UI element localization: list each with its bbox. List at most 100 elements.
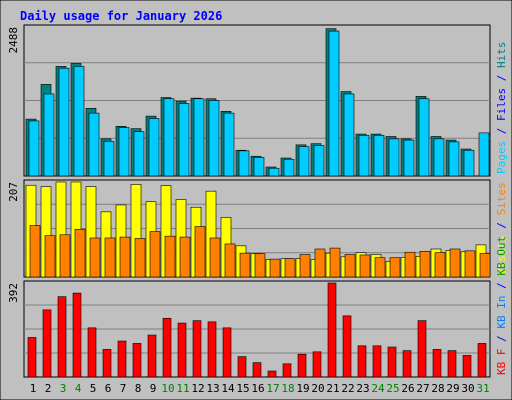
bar-pages-day-8 <box>133 131 145 177</box>
bar-sites-day-24 <box>374 257 386 278</box>
bar-kb-f-day-19 <box>297 353 307 378</box>
legend-separator: / <box>495 215 508 235</box>
bar-kb-f-day-18 <box>282 363 292 378</box>
bar-pages-day-2 <box>43 93 55 177</box>
bar-sites-day-25 <box>389 257 401 278</box>
bar-kb-f-day-22 <box>342 315 352 378</box>
bar-kb-f-day-24 <box>372 345 382 378</box>
bar-kb-f-day-11 <box>177 322 187 378</box>
bar-sites-day-21 <box>329 247 341 278</box>
day-label-3: 3 <box>60 382 67 395</box>
bar-sites-day-9 <box>149 231 161 278</box>
bar-sites-day-28 <box>434 252 446 278</box>
bar-kb-f-day-13 <box>207 321 217 378</box>
bar-sites-day-6 <box>104 237 116 278</box>
bar-sites-day-31 <box>479 253 491 278</box>
day-label-20: 20 <box>311 382 324 395</box>
bar-pages-day-13 <box>208 100 220 177</box>
bar-kb-f-day-20 <box>312 351 322 378</box>
bar-pages-day-12 <box>193 98 205 177</box>
bar-kb-f-day-4 <box>72 292 82 378</box>
day-label-15: 15 <box>236 382 249 395</box>
day-label-11: 11 <box>176 382 189 395</box>
bar-sites-day-10 <box>164 235 176 278</box>
day-label-19: 19 <box>296 382 309 395</box>
bar-sites-day-20 <box>314 248 326 278</box>
bar-sites-day-11 <box>179 236 191 278</box>
ymax-label-kbytes: 392 <box>7 283 20 303</box>
bar-sites-day-15 <box>239 252 251 278</box>
day-label-12: 12 <box>191 382 204 395</box>
day-label-22: 22 <box>341 382 354 395</box>
bar-kb-f-day-1 <box>27 337 37 378</box>
day-label-27: 27 <box>416 382 429 395</box>
bar-kb-f-day-9 <box>147 334 157 378</box>
bar-kb-f-day-21 <box>327 282 337 378</box>
legend-entry-kb-f: KB F <box>495 349 508 376</box>
day-label-23: 23 <box>356 382 369 395</box>
bar-pages-day-29 <box>448 141 460 177</box>
bar-pages-day-26 <box>403 139 415 177</box>
chart-panels: 2488 Pages / Files / Hits 207 Visits / Site… <box>7 24 508 378</box>
bar-kb-f-day-17 <box>267 370 277 378</box>
bar-kb-f-day-12 <box>192 320 202 378</box>
bar-sites-day-16 <box>254 253 266 278</box>
bar-pages-day-17 <box>268 167 280 177</box>
legend-separator: / <box>495 68 508 88</box>
bar-kb-f-day-7 <box>117 340 127 378</box>
day-label-8: 8 <box>135 382 142 395</box>
bar-sites-day-4 <box>74 228 86 278</box>
bar-sites-day-30 <box>464 250 476 278</box>
legend-hits: Pages / Files / Hits <box>495 42 508 175</box>
bar-pages-day-25 <box>388 138 400 177</box>
ymax-label-visits: 207 <box>7 182 20 202</box>
bar-sites-day-7 <box>119 236 131 278</box>
legend-separator: / <box>495 329 508 349</box>
bar-pages-day-23 <box>358 134 370 177</box>
bar-sites-day-1 <box>29 225 41 278</box>
legend-entry-hits: Hits <box>495 42 508 69</box>
bar-sites-day-18 <box>284 258 296 278</box>
day-label-18: 18 <box>281 382 294 395</box>
bar-kb-f-day-14 <box>222 327 232 378</box>
bar-pages-day-14 <box>223 112 235 177</box>
bar-pages-day-22 <box>343 93 355 177</box>
bar-kb-f-day-10 <box>162 317 172 378</box>
bar-kb-f-day-26 <box>402 350 412 378</box>
bar-kb-f-day-2 <box>42 309 52 378</box>
bar-kb-f-day-6 <box>102 349 112 378</box>
day-label-21: 21 <box>326 382 339 395</box>
bar-kb-f-day-16 <box>252 362 262 378</box>
bar-pages-day-11 <box>178 103 190 177</box>
bar-pages-day-6 <box>103 140 115 177</box>
bar-pages-day-18 <box>283 158 295 177</box>
day-label-17: 17 <box>266 382 279 395</box>
bar-kb-f-day-29 <box>447 350 457 378</box>
bar-pages-day-1 <box>28 120 40 177</box>
bar-kb-f-day-27 <box>417 320 427 378</box>
day-label-25: 25 <box>386 382 399 395</box>
legend-entry-sites: Sites <box>495 182 508 215</box>
legend-visits: Visits / Sites <box>495 182 508 275</box>
legend-entry-kb-out: KB Out <box>495 236 508 276</box>
bar-sites-day-13 <box>209 237 221 278</box>
day-label-28: 28 <box>431 382 444 395</box>
bar-pages-day-3 <box>58 67 70 177</box>
bar-pages-day-21 <box>328 30 340 177</box>
day-labels: 1 2 3 4 5 6 7 8 9 10 11 12 13 14 15 16 17 18 19 20 21 22 23 24 2… <box>30 382 490 395</box>
day-label-9: 9 <box>150 382 157 395</box>
bar-kb-f-day-28 <box>432 349 442 378</box>
legend-entry-visits: Visits <box>495 235 508 275</box>
day-label-14: 14 <box>221 382 235 395</box>
day-label-7: 7 <box>120 382 127 395</box>
bar-sites-day-12 <box>194 226 206 278</box>
legend-entry-pages: Pages <box>495 141 508 174</box>
bar-sites-day-23 <box>359 254 371 278</box>
day-label-4: 4 <box>75 382 82 395</box>
day-label-30: 30 <box>461 382 474 395</box>
day-label-13: 13 <box>206 382 219 395</box>
ymax-label-hits: 2488 <box>7 27 20 54</box>
legend-separator: / <box>495 276 508 296</box>
day-label-26: 26 <box>401 382 414 395</box>
